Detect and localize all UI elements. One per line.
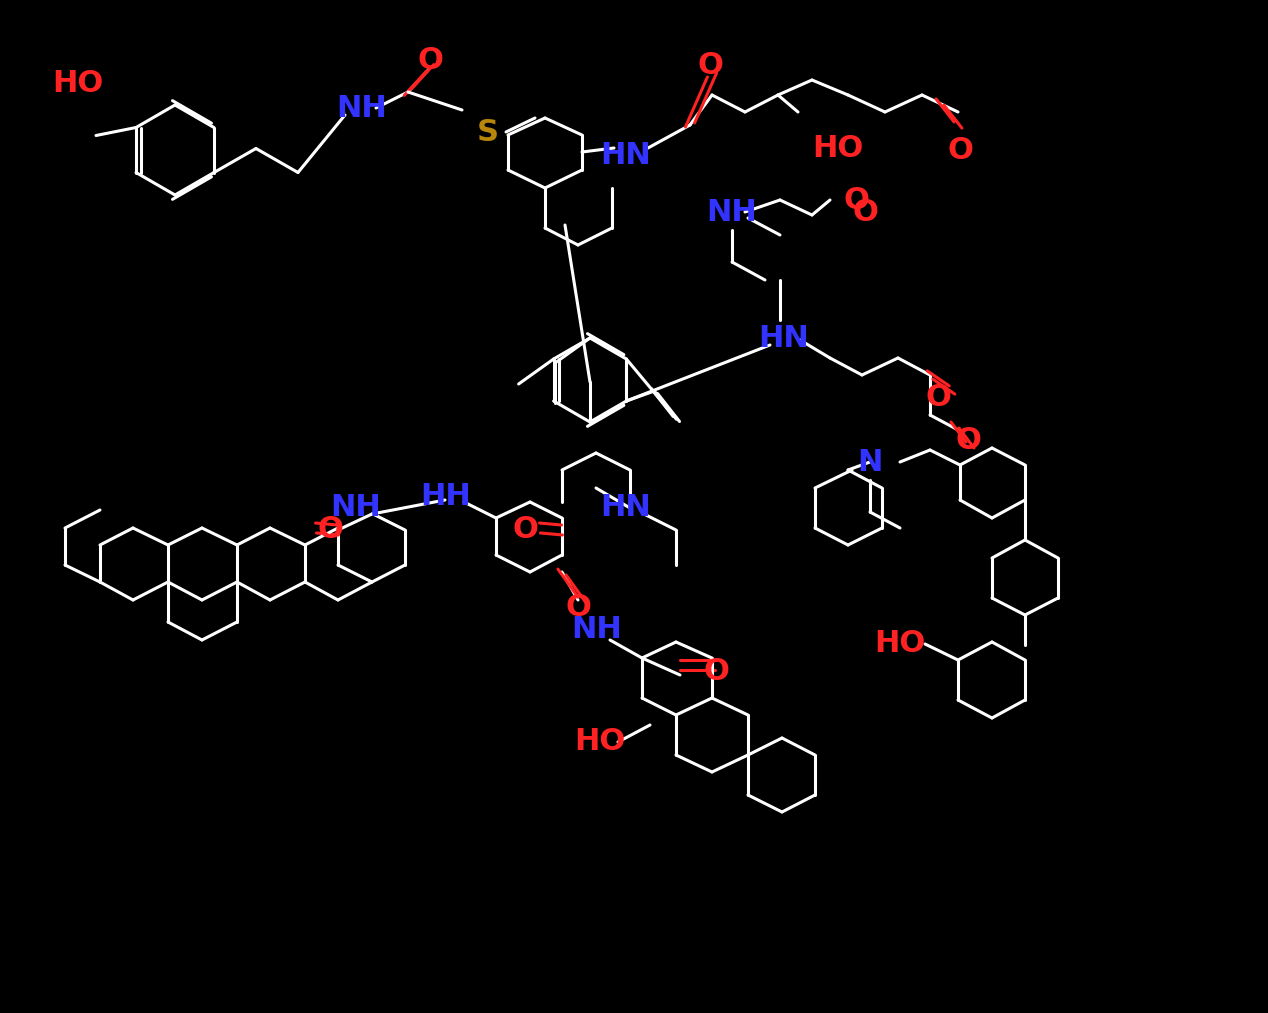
Text: O: O [512,516,538,545]
Text: HN: HN [601,493,652,523]
Text: NH: NH [706,198,757,227]
Text: O: O [566,594,591,623]
Text: NH: NH [336,93,388,123]
Text: O: O [843,185,869,215]
Text: HO: HO [875,629,926,658]
Text: HO: HO [52,69,103,97]
Text: O: O [317,516,342,545]
Text: O: O [702,657,729,687]
Text: O: O [417,46,443,75]
Text: N: N [857,448,883,476]
Text: NH: NH [331,493,382,523]
Text: HH: HH [421,481,472,511]
Text: HN: HN [601,141,652,169]
Text: HO: HO [812,134,864,162]
Text: O: O [955,425,981,455]
Text: S: S [477,118,500,147]
Text: NH: NH [572,616,623,644]
Text: O: O [697,51,723,79]
Text: O: O [852,198,877,227]
Text: O: O [947,136,973,164]
Text: HN: HN [758,323,809,353]
Text: HO: HO [574,727,625,757]
Text: O: O [926,383,951,411]
